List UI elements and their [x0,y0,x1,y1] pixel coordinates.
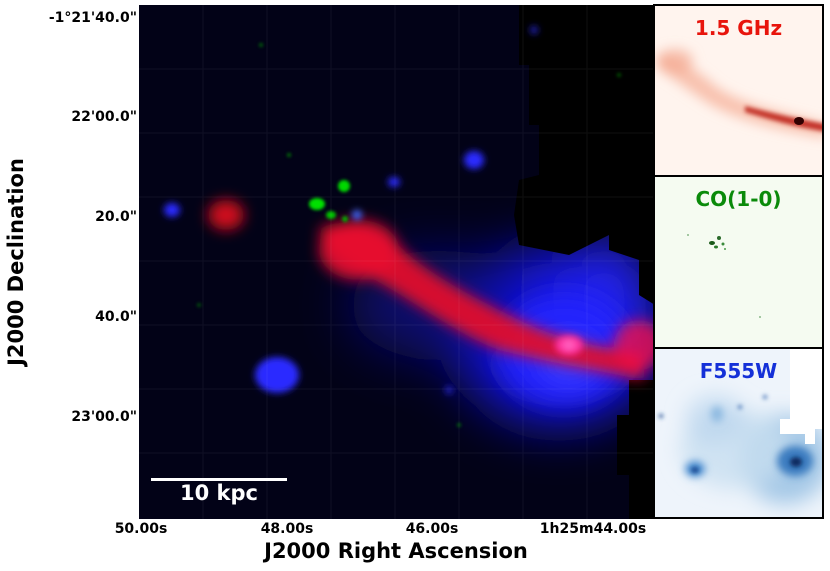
dec-tick-label: 20.0" [95,209,137,225]
optical-sources [164,26,538,394]
y-axis-title: J2000 Declination [4,158,28,366]
co-emission [197,43,621,427]
x-axis-title: J2000 Right Ascension [264,539,528,563]
composite-image-svg [139,5,655,519]
dec-tick-label: 22'00.0" [71,109,137,125]
scalebar-label: 10 kpc [180,481,258,505]
ra-tick-label: 48.00s [260,521,314,537]
ra-tick-label: 46.00s [405,521,459,537]
dec-tick-label: 23'00.0" [71,409,137,425]
composite-image [139,5,655,519]
dec-tick-label: -1°21'40.0" [48,10,137,26]
pixel-grid-texture [139,5,655,519]
radio-core [555,335,583,355]
inset-radio: 1.5 GHz [653,4,824,177]
inset-radio-image [655,6,822,175]
inset-co: CO(1-0) [653,175,824,349]
inset-optical-image [655,349,822,517]
ra-tick-label: 50.00s [114,521,168,537]
radio-lobe-west [208,200,244,230]
dec-tick-label: 40.0" [95,309,137,325]
inset-optical: F555W [653,347,824,519]
ra-tick-label: 1h25m44.00s [539,521,647,537]
masked-region [514,5,655,519]
scalebar-line [151,478,287,481]
inset-optical-label: F555W [699,359,778,383]
inset-co-label: CO(1-0) [695,187,782,211]
inset-radio-label: 1.5 GHz [694,16,783,40]
inset-co-image [655,177,822,347]
